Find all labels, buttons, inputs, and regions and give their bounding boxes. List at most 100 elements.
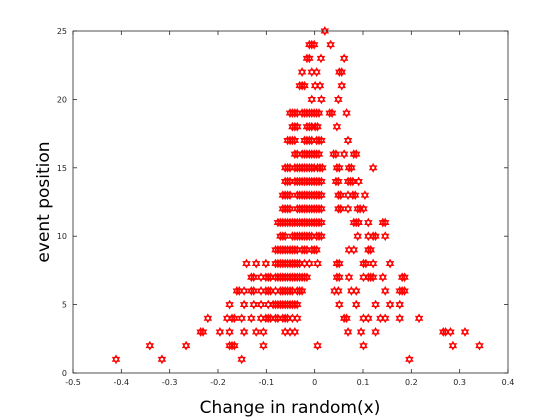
data-point bbox=[414, 313, 424, 324]
data-point bbox=[320, 26, 330, 36]
data-point bbox=[366, 244, 375, 255]
data-point bbox=[385, 299, 395, 310]
data-point bbox=[354, 176, 363, 187]
data-point bbox=[157, 354, 167, 365]
data-point bbox=[317, 94, 326, 105]
y-tick-label: 5 bbox=[62, 301, 67, 310]
data-point bbox=[326, 39, 335, 50]
data-point bbox=[359, 340, 368, 351]
data-point bbox=[335, 272, 344, 283]
data-point bbox=[237, 313, 246, 324]
data-point bbox=[318, 162, 327, 173]
x-tick-label: -0.3 bbox=[162, 378, 178, 387]
data-point bbox=[198, 327, 208, 337]
data-point bbox=[400, 272, 409, 283]
data-point bbox=[400, 286, 409, 296]
data-point bbox=[249, 299, 259, 310]
data-point bbox=[475, 340, 484, 351]
data-point bbox=[334, 176, 343, 187]
data-point bbox=[371, 231, 380, 242]
data-point bbox=[368, 272, 378, 283]
data-point bbox=[385, 258, 395, 269]
data-point bbox=[305, 258, 314, 269]
y-tick-label: 20 bbox=[57, 95, 67, 104]
data-point bbox=[293, 299, 302, 310]
data-point bbox=[300, 80, 309, 91]
data-point bbox=[335, 299, 344, 310]
data-point bbox=[302, 272, 312, 283]
data-point bbox=[293, 121, 302, 132]
data-point bbox=[327, 108, 337, 118]
data-point bbox=[348, 176, 358, 187]
data-point bbox=[405, 354, 414, 365]
data-point bbox=[337, 80, 346, 91]
data-point bbox=[203, 313, 213, 324]
data-point bbox=[356, 327, 366, 337]
data-point bbox=[317, 176, 326, 187]
data-point bbox=[314, 149, 324, 160]
data-point bbox=[360, 190, 370, 201]
data-point bbox=[334, 286, 343, 296]
data-point bbox=[371, 327, 380, 337]
x-tick-label: -0.5 bbox=[65, 378, 81, 387]
data-point bbox=[378, 272, 388, 283]
data-point bbox=[249, 286, 259, 296]
x-tick-label: 0 bbox=[312, 378, 317, 387]
data-point bbox=[380, 231, 390, 242]
data-point bbox=[225, 327, 234, 337]
x-tick-label: 0.2 bbox=[405, 378, 418, 387]
data-point bbox=[368, 258, 378, 269]
data-point bbox=[290, 135, 300, 146]
data-point bbox=[351, 286, 361, 296]
data-point bbox=[361, 258, 371, 269]
data-point bbox=[251, 327, 261, 337]
data-point bbox=[316, 53, 326, 64]
data-point bbox=[344, 272, 354, 283]
data-point bbox=[259, 340, 268, 351]
data-point bbox=[317, 231, 326, 242]
data-point bbox=[317, 135, 326, 146]
data-point bbox=[297, 286, 307, 296]
x-tick-label: 0.4 bbox=[502, 378, 515, 387]
y-tick-label: 15 bbox=[57, 164, 67, 173]
data-point bbox=[239, 327, 249, 337]
data-point bbox=[259, 327, 268, 337]
data-point bbox=[313, 121, 322, 132]
data-point bbox=[293, 313, 302, 324]
data-point bbox=[309, 39, 319, 50]
data-point bbox=[315, 80, 325, 91]
data-point bbox=[351, 299, 361, 310]
data-point bbox=[337, 67, 346, 77]
y-axis-label: event position bbox=[34, 141, 54, 262]
data-point bbox=[314, 108, 324, 118]
data-point bbox=[297, 67, 307, 77]
data-point bbox=[334, 94, 343, 105]
data-point bbox=[239, 299, 249, 310]
data-point bbox=[290, 327, 300, 337]
data-point bbox=[312, 67, 321, 77]
data-point bbox=[342, 108, 351, 118]
data-point bbox=[364, 217, 373, 228]
data-point bbox=[359, 203, 368, 214]
data-point bbox=[460, 327, 470, 337]
y-tick-label: 0 bbox=[62, 369, 67, 378]
data-point bbox=[351, 190, 360, 201]
x-tick-label: -0.1 bbox=[259, 378, 275, 387]
data-point bbox=[339, 53, 349, 64]
plot-frame bbox=[72, 30, 509, 374]
data-point bbox=[261, 258, 271, 269]
data-point bbox=[313, 258, 322, 269]
data-point bbox=[181, 340, 191, 351]
data-point bbox=[380, 313, 390, 324]
data-point bbox=[380, 286, 390, 296]
data-point bbox=[307, 94, 317, 105]
x-tick-label: 0.1 bbox=[357, 378, 370, 387]
data-point bbox=[331, 149, 341, 160]
data-point bbox=[351, 149, 361, 160]
data-point bbox=[280, 231, 290, 242]
data-point bbox=[342, 313, 351, 324]
data-point bbox=[285, 190, 295, 201]
data-point bbox=[251, 258, 261, 269]
data-point bbox=[343, 135, 353, 146]
data-point bbox=[285, 203, 295, 214]
